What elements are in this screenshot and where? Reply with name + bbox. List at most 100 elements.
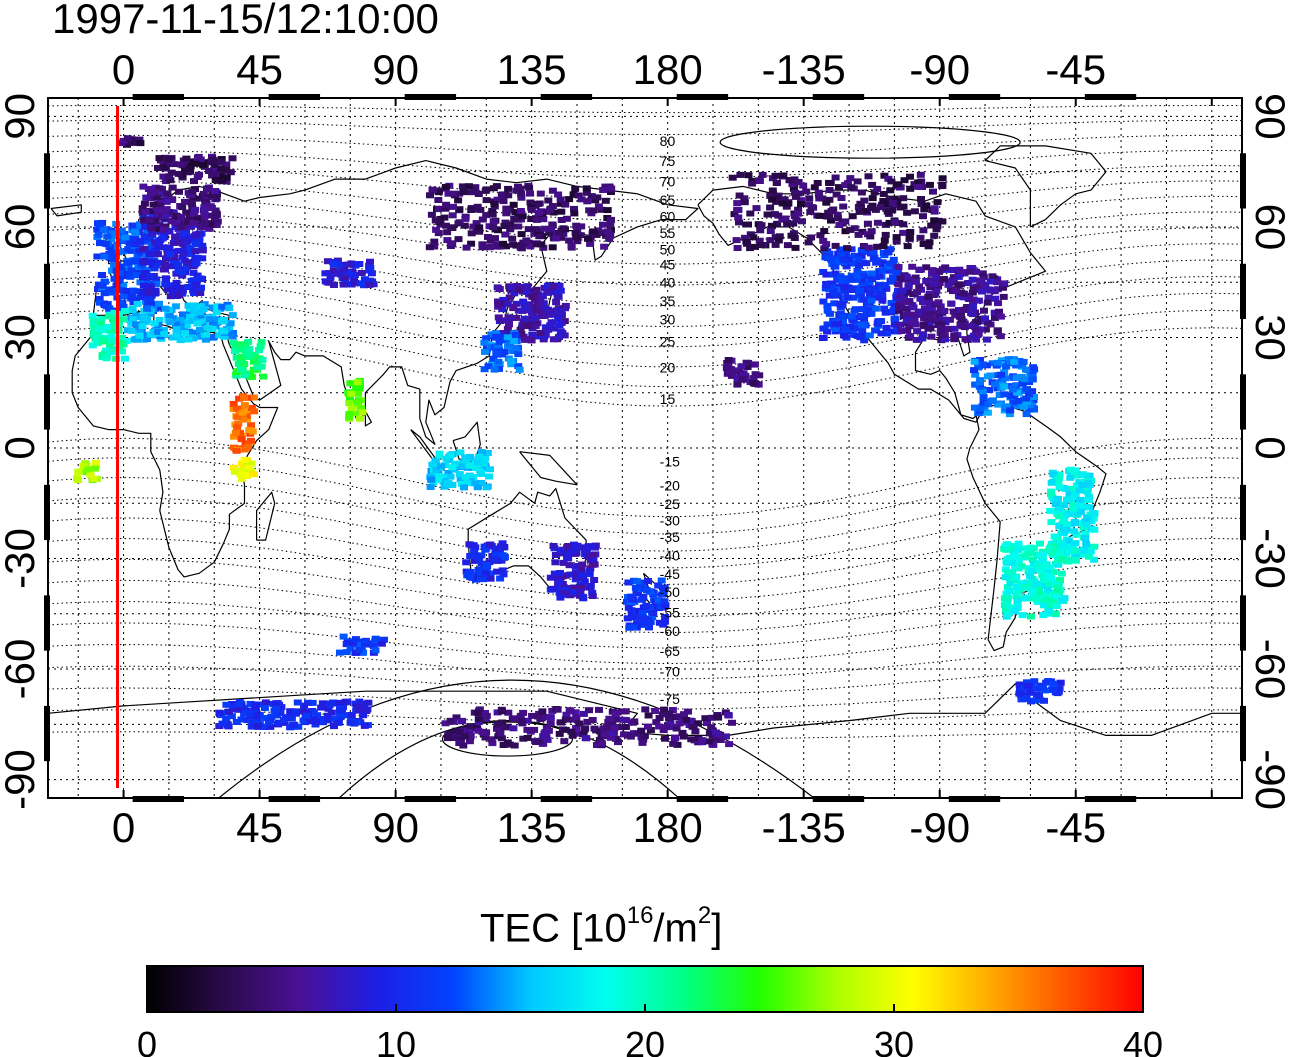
tec-pixel [583, 198, 592, 205]
tec-pixel [324, 705, 333, 712]
tec-pixel [846, 226, 855, 233]
tec-pixel [488, 740, 497, 747]
tec-pixel [885, 219, 894, 226]
tec-pixel [277, 704, 286, 711]
tec-pixel [178, 254, 187, 261]
tec-pixel [189, 287, 198, 294]
contour-line [48, 134, 1242, 157]
tec-pixel [115, 311, 124, 317]
tec-pixel [1026, 595, 1035, 602]
tec-pixel [161, 281, 170, 288]
tec-pixel [151, 262, 160, 269]
tec-pixel [886, 187, 895, 194]
tec-pixel [300, 702, 309, 709]
tec-pixel [984, 294, 993, 301]
tec-pixel [936, 325, 945, 332]
tec-pixel [255, 347, 263, 354]
tec-pixel [606, 729, 615, 736]
tec-region-west-africa-coast [73, 459, 101, 484]
frame-bar-bottom [812, 796, 865, 802]
tec-pixel [607, 734, 616, 741]
tec-pixel [538, 708, 547, 715]
tec-pixel [472, 220, 481, 227]
tec-pixel [325, 279, 334, 286]
tec-pixel [860, 337, 869, 344]
tec-pixel [836, 310, 845, 317]
tec-pixel [491, 333, 500, 340]
tec-pixel [544, 326, 553, 333]
tec-pixel [1025, 689, 1034, 696]
tec-pixel [123, 135, 132, 142]
tec-pixel [654, 582, 663, 589]
tec-pixel [802, 188, 811, 195]
tec-pixel [772, 179, 781, 186]
tec-pixel [184, 336, 193, 343]
tec-pixel [477, 470, 485, 477]
tec-pixel [232, 447, 241, 454]
tec-pixel [574, 192, 583, 199]
tec-pixel [820, 325, 829, 332]
tec-pixel [831, 174, 840, 181]
tec-pixel [251, 712, 260, 719]
tec-pixel [1039, 602, 1048, 609]
tec-pixel [181, 198, 189, 205]
tec-pixel [728, 174, 737, 181]
tec-pixel [748, 361, 757, 368]
tec-pixel [838, 301, 847, 308]
tec-pixel [164, 156, 173, 163]
frame-bar-bottom [268, 796, 321, 802]
tec-pixel [531, 288, 540, 295]
tec-pixel [701, 715, 710, 722]
tec-pixel [940, 332, 949, 339]
tec-pixel [841, 288, 850, 295]
tec-pixel [528, 332, 537, 338]
tec-pixel [740, 199, 749, 206]
tec-pixel [448, 225, 457, 231]
tec-pixel [229, 339, 238, 346]
tec-pixel [198, 247, 207, 254]
tec-pixel [510, 742, 519, 749]
tec-pixel [133, 288, 142, 295]
tec-pixel [1049, 471, 1058, 478]
lat-lon-gridlines [48, 98, 1242, 798]
tec-pixel [648, 603, 657, 610]
tec-pixel [232, 354, 241, 361]
tec-pixel [531, 226, 540, 233]
tec-pixel [208, 191, 217, 198]
tec-pixel [506, 226, 515, 233]
tec-pixel [136, 279, 145, 286]
tec-pixel [509, 201, 518, 208]
tec-pixel [566, 571, 575, 578]
tec-pixel [929, 280, 938, 287]
tec-pixel [241, 341, 250, 348]
tec-pixel [513, 283, 522, 289]
contour-line [48, 579, 1242, 634]
tec-pixel [489, 218, 498, 225]
tec-pixel [1054, 495, 1062, 502]
tec-pixel [122, 288, 131, 294]
tec-pixel [665, 710, 674, 717]
tec-pixel [371, 647, 380, 654]
tec-pixel [997, 371, 1006, 378]
tec-pixel [465, 726, 474, 733]
tec-pixel [831, 270, 840, 277]
tec-pixel [947, 300, 956, 307]
contour-label: -55 [660, 604, 680, 620]
tec-pixel [118, 248, 127, 255]
tec-pixel [814, 189, 823, 196]
tec-pixel [191, 206, 199, 213]
tec-region-indonesia [426, 449, 494, 491]
tec-pixel [462, 244, 471, 251]
y-tick-label-left: 0 [0, 436, 43, 459]
tec-pixel [832, 191, 841, 198]
tec-pixel [247, 723, 256, 730]
tec-pixel [110, 309, 119, 316]
south-pole-contour-outer [338, 720, 680, 798]
tec-pixel [1009, 399, 1018, 406]
tec-pixel [232, 719, 241, 725]
tec-pixel [516, 244, 525, 251]
tec-pixel [132, 312, 140, 319]
tec-pixel [630, 718, 639, 725]
tec-pixel [162, 275, 170, 282]
tec-pixel [308, 699, 317, 706]
